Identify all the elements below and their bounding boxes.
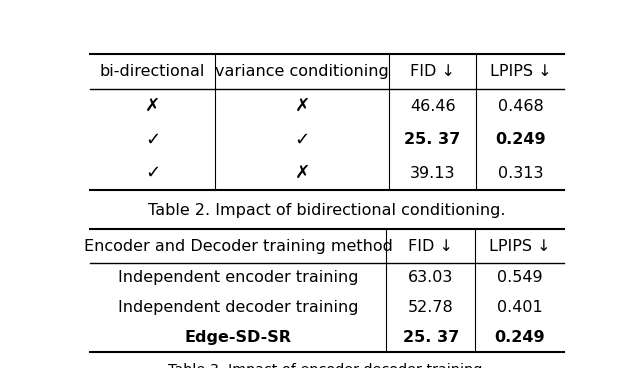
Text: 0.249: 0.249 <box>494 330 545 345</box>
Text: Independent encoder training: Independent encoder training <box>118 270 358 285</box>
Text: 52.78: 52.78 <box>408 300 454 315</box>
Text: 63.03: 63.03 <box>408 270 454 285</box>
Text: Encoder and Decoder training method: Encoder and Decoder training method <box>84 239 392 254</box>
Text: 25. 37: 25. 37 <box>404 132 461 147</box>
Text: ✓: ✓ <box>145 131 160 149</box>
Text: LPIPS ↓: LPIPS ↓ <box>489 64 551 79</box>
Text: LPIPS ↓: LPIPS ↓ <box>489 239 551 254</box>
Text: ✗: ✗ <box>145 97 160 115</box>
Text: bi-directional: bi-directional <box>100 64 205 79</box>
Text: 0.313: 0.313 <box>498 166 543 181</box>
Text: Independent decoder training: Independent decoder training <box>118 300 358 315</box>
Text: 46.46: 46.46 <box>410 99 456 114</box>
Text: FID ↓: FID ↓ <box>408 239 453 254</box>
Text: Edge-SD-SR: Edge-SD-SR <box>184 330 292 345</box>
Text: ✓: ✓ <box>145 164 160 182</box>
Text: ✗: ✗ <box>294 164 309 182</box>
Text: Table 3. Impact of encoder-decoder training.: Table 3. Impact of encoder-decoder train… <box>168 363 486 368</box>
Text: Table 2. Impact of bidirectional conditioning.: Table 2. Impact of bidirectional conditi… <box>148 203 506 218</box>
Text: ✗: ✗ <box>294 97 309 115</box>
Text: 0.468: 0.468 <box>498 99 544 114</box>
Text: 0.401: 0.401 <box>497 300 543 315</box>
Text: ✓: ✓ <box>294 131 309 149</box>
Text: 25. 37: 25. 37 <box>403 330 459 345</box>
Text: variance conditioning: variance conditioning <box>215 64 389 79</box>
Text: 0.549: 0.549 <box>497 270 543 285</box>
Text: FID ↓: FID ↓ <box>410 64 455 79</box>
Text: 39.13: 39.13 <box>410 166 456 181</box>
Text: 0.249: 0.249 <box>495 132 545 147</box>
